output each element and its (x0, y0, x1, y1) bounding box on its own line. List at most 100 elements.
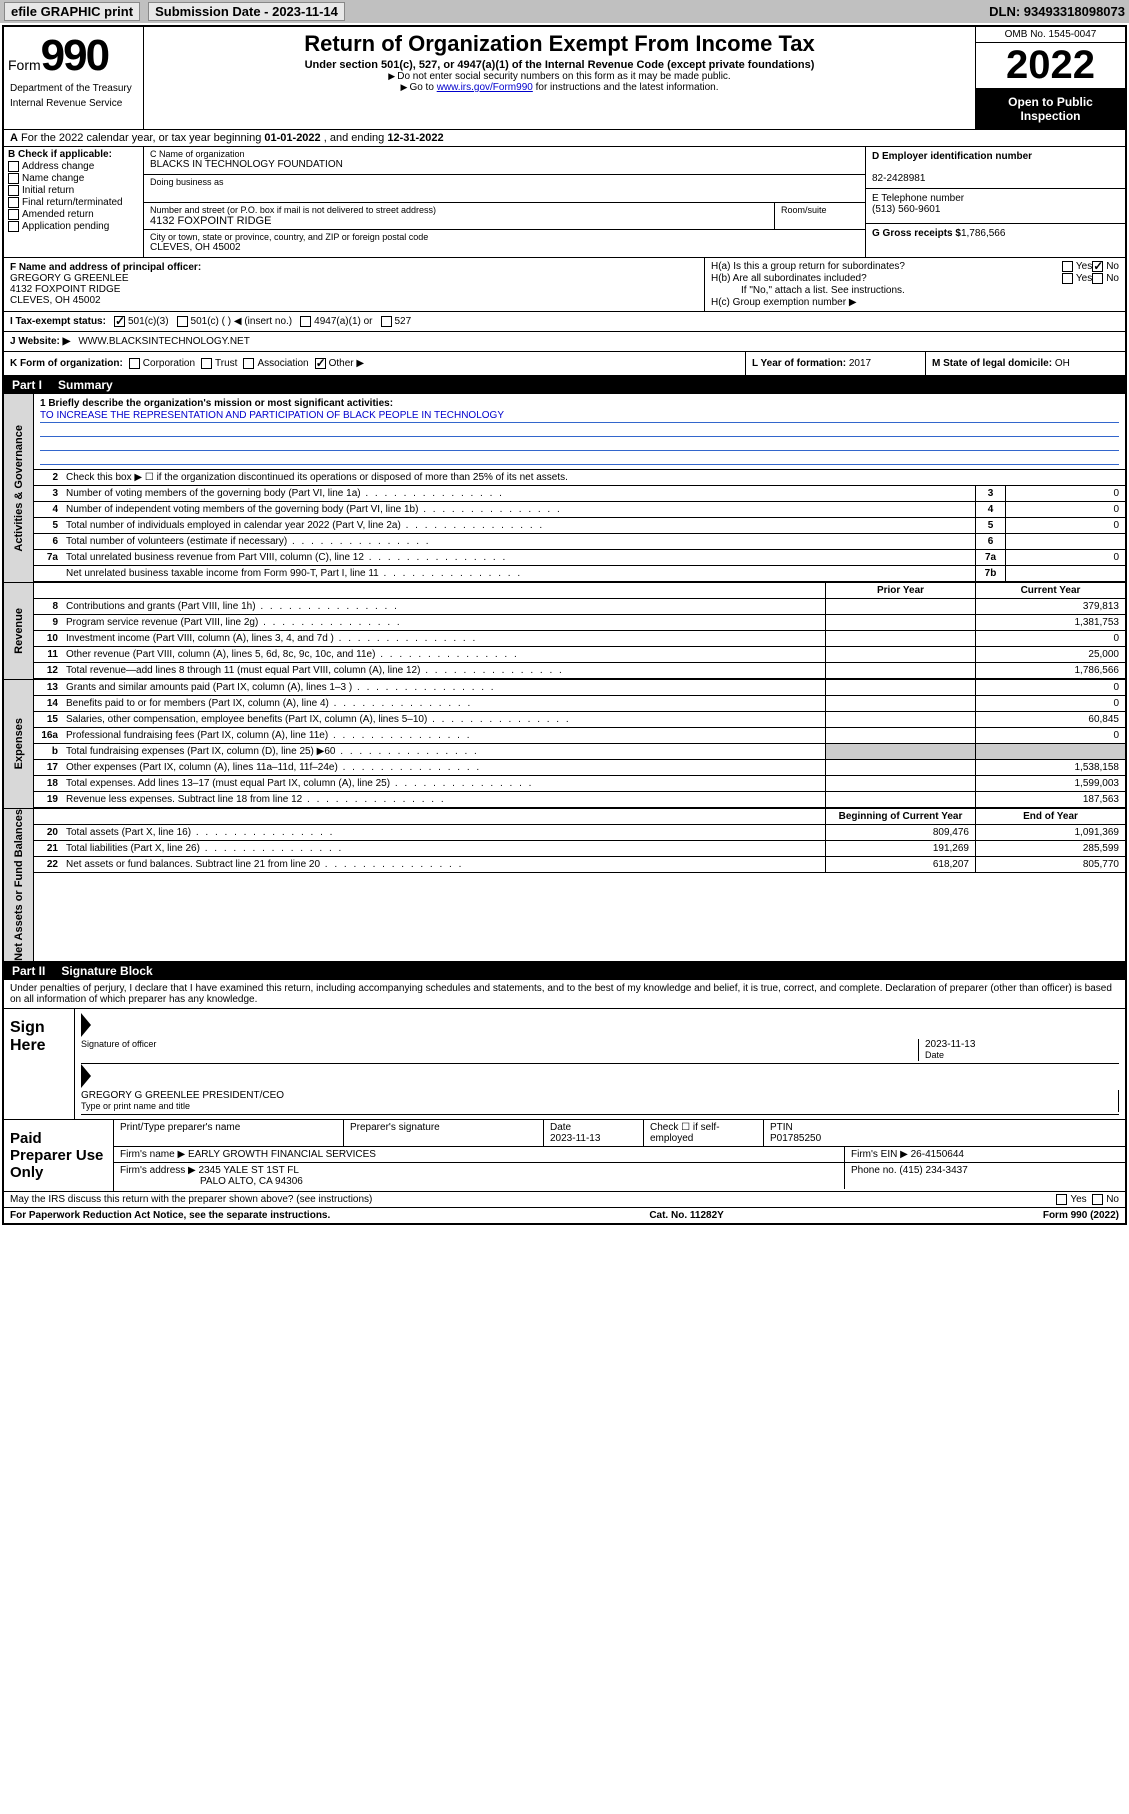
f-name: GREGORY G GREENLEE (10, 273, 129, 284)
f-addr1: 4132 FOXPOINT RIDGE (10, 284, 120, 295)
gov-row: 4Number of independent voting members of… (34, 502, 1125, 518)
line2: Check this box ▶ ☐ if the organization d… (62, 470, 1125, 485)
omb-number: OMB No. 1545-0047 (976, 27, 1125, 43)
form-subtitle: Under section 501(c), 527, or 4947(a)(1)… (152, 59, 967, 71)
chk-name-change[interactable]: Name change (8, 173, 139, 184)
hc-exemption: H(c) Group exemption number ▶ (711, 297, 1119, 308)
chk-final-return[interactable]: Final return/terminated (8, 197, 139, 208)
gov-row: Net unrelated business taxable income fr… (34, 566, 1125, 582)
current-year-header: Current Year (975, 583, 1125, 598)
block-f-h: F Name and address of principal officer:… (4, 258, 1125, 312)
exp-row: 15Salaries, other compensation, employee… (34, 712, 1125, 728)
exp-row: 14Benefits paid to or for members (Part … (34, 696, 1125, 712)
note-link: Go to www.irs.gov/Form990 for instructio… (152, 82, 967, 93)
efile-button[interactable]: efile GRAPHIC print (4, 2, 140, 21)
hb-note: If "No," attach a list. See instructions… (711, 285, 1119, 296)
gov-row: 5Total number of individuals employed in… (34, 518, 1125, 534)
paid-preparer-label: Paid Preparer Use Only (4, 1120, 114, 1191)
ha-group-return: H(a) Is this a group return for subordin… (711, 261, 1119, 272)
rev-row: 10Investment income (Part VIII, column (… (34, 631, 1125, 647)
chk-527[interactable] (381, 316, 392, 327)
c-org-name: C Name of organization BLACKS IN TECHNOL… (144, 147, 865, 175)
f-label: F Name and address of principal officer: (10, 262, 201, 273)
row-a-taxyear: A For the 2022 calendar year, or tax yea… (4, 130, 1125, 147)
form-container: Form990 Department of the Treasury Inter… (2, 25, 1127, 1225)
assets-row: 20Total assets (Part X, line 16)809,4761… (34, 825, 1125, 841)
hb-subordinates: H(b) Are all subordinates included? Yes … (711, 273, 1119, 284)
rev-row: 9Program service revenue (Part VIII, lin… (34, 615, 1125, 631)
exp-row: 13Grants and similar amounts paid (Part … (34, 680, 1125, 696)
chk-501c3[interactable] (114, 316, 125, 327)
chk-amended[interactable]: Amended return (8, 209, 139, 220)
paid-preparer-block: Paid Preparer Use Only Print/Type prepar… (4, 1120, 1125, 1192)
rev-row: 8Contributions and grants (Part VIII, li… (34, 599, 1125, 615)
row-i-tax-status: I Tax-exempt status: 501(c)(3) 501(c) ( … (4, 312, 1125, 332)
gov-row: 7aTotal unrelated business revenue from … (34, 550, 1125, 566)
prep-ptin: PTINP01785250 (764, 1120, 1125, 1146)
end-year-header: End of Year (975, 809, 1125, 824)
exp-row: 19Revenue less expenses. Subtract line 1… (34, 792, 1125, 808)
sign-here-label: Sign Here (4, 1009, 74, 1119)
chk-assoc[interactable] (243, 358, 254, 369)
prep-self-emp: Check ☐ if self-employed (644, 1120, 764, 1146)
rev-row: 11Other revenue (Part VIII, column (A), … (34, 647, 1125, 663)
mission-blank3 (40, 451, 1119, 465)
discuss-row: May the IRS discuss this return with the… (4, 1192, 1125, 1208)
part1-header: Part ISummary (4, 376, 1125, 394)
tax-year: 2022 (976, 43, 1125, 89)
expenses-section: Expenses 13Grants and similar amounts pa… (4, 680, 1125, 809)
submission-date: Submission Date - 2023-11-14 (148, 2, 345, 21)
f-addr2: CLEVES, OH 45002 (10, 295, 101, 306)
top-toolbar: efile GRAPHIC print Submission Date - 20… (0, 0, 1129, 23)
dept-label: Department of the Treasury (8, 81, 139, 96)
room-suite: Room/suite (775, 203, 865, 229)
sign-arrow-icon2 (81, 1064, 91, 1088)
chk-initial-return[interactable]: Initial return (8, 185, 139, 196)
mission-text: TO INCREASE THE REPRESENTATION AND PARTI… (40, 409, 1119, 423)
d-ein: D Employer identification number 82-2428… (866, 147, 1125, 189)
firm-phone: Phone no. (415) 234-3437 (845, 1163, 1125, 1189)
firm-name: Firm's name ▶ EARLY GROWTH FINANCIAL SER… (114, 1147, 845, 1162)
block-b-through-g: B Check if applicable: Address change Na… (4, 147, 1125, 258)
gov-row: 6Total number of volunteers (estimate if… (34, 534, 1125, 550)
website-value: WWW.BLACKSINTECHNOLOGY.NET (78, 336, 250, 347)
penalties-text: Under penalties of perjury, I declare th… (4, 980, 1125, 1009)
chk-other[interactable] (315, 358, 326, 369)
street-address: Number and street (or P.O. box if mail i… (144, 203, 775, 229)
assets-tab: Net Assets or Fund Balances (13, 809, 25, 961)
gov-row: 3Number of voting members of the governi… (34, 486, 1125, 502)
sign-here-block: Sign Here Signature of officer 2023-11-1… (4, 1009, 1125, 1120)
part2-header: Part IISignature Block (4, 962, 1125, 980)
exp-row: 17Other expenses (Part IX, column (A), l… (34, 760, 1125, 776)
discuss-yes[interactable] (1056, 1194, 1067, 1205)
chk-corp[interactable] (129, 358, 140, 369)
open-public-badge: Open to Public Inspection (976, 89, 1125, 129)
irs-label: Internal Revenue Service (8, 96, 139, 111)
chk-app-pending[interactable]: Application pending (8, 221, 139, 232)
mission-label: 1 Briefly describe the organization's mi… (40, 398, 393, 409)
prior-year-header: Prior Year (825, 583, 975, 598)
discuss-no[interactable] (1092, 1194, 1103, 1205)
chk-501c[interactable] (177, 316, 188, 327)
sign-arrow-icon (81, 1013, 91, 1037)
chk-4947[interactable] (300, 316, 311, 327)
firm-ein: Firm's EIN ▶ 26-4150644 (845, 1147, 1125, 1162)
prep-sig-lbl: Preparer's signature (344, 1120, 544, 1146)
governance-section: Activities & Governance 1 Briefly descri… (4, 394, 1125, 583)
assets-section: Net Assets or Fund Balances Beginning of… (4, 809, 1125, 962)
governance-tab: Activities & Governance (13, 425, 25, 552)
irs-link[interactable]: www.irs.gov/Form990 (437, 82, 533, 93)
g-gross-receipts: G Gross receipts $1,786,566 (866, 224, 1125, 258)
chk-trust[interactable] (201, 358, 212, 369)
e-telephone: E Telephone number (513) 560-9601 (866, 189, 1125, 224)
prep-name-lbl: Print/Type preparer's name (114, 1120, 344, 1146)
row-k-l-m: K Form of organization: Corporation Trus… (4, 352, 1125, 376)
dba: Doing business as (144, 175, 865, 203)
exp-row: 16aProfessional fundraising fees (Part I… (34, 728, 1125, 744)
revenue-section: Revenue Prior YearCurrent Year 8Contribu… (4, 583, 1125, 680)
note-ssn: Do not enter social security numbers on … (152, 71, 967, 82)
form-number: Form990 (8, 31, 139, 81)
chk-address-change[interactable]: Address change (8, 161, 139, 172)
assets-row: 22Net assets or fund balances. Subtract … (34, 857, 1125, 873)
mission-blank1 (40, 423, 1119, 437)
